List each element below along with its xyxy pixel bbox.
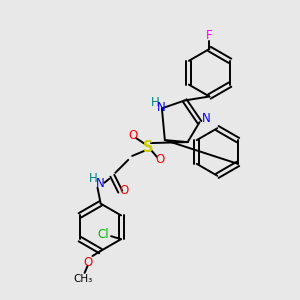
Text: S: S bbox=[143, 140, 153, 154]
Text: Cl: Cl bbox=[98, 228, 109, 241]
Text: N: N bbox=[157, 101, 165, 114]
Text: O: O bbox=[120, 184, 129, 197]
Text: H: H bbox=[151, 96, 159, 109]
Text: O: O bbox=[83, 256, 92, 269]
Text: O: O bbox=[155, 153, 164, 167]
Text: N: N bbox=[96, 177, 105, 190]
Text: CH₃: CH₃ bbox=[73, 274, 92, 284]
Text: N: N bbox=[202, 112, 211, 125]
Text: F: F bbox=[206, 28, 213, 42]
Text: H: H bbox=[89, 172, 98, 185]
Text: O: O bbox=[128, 129, 138, 142]
